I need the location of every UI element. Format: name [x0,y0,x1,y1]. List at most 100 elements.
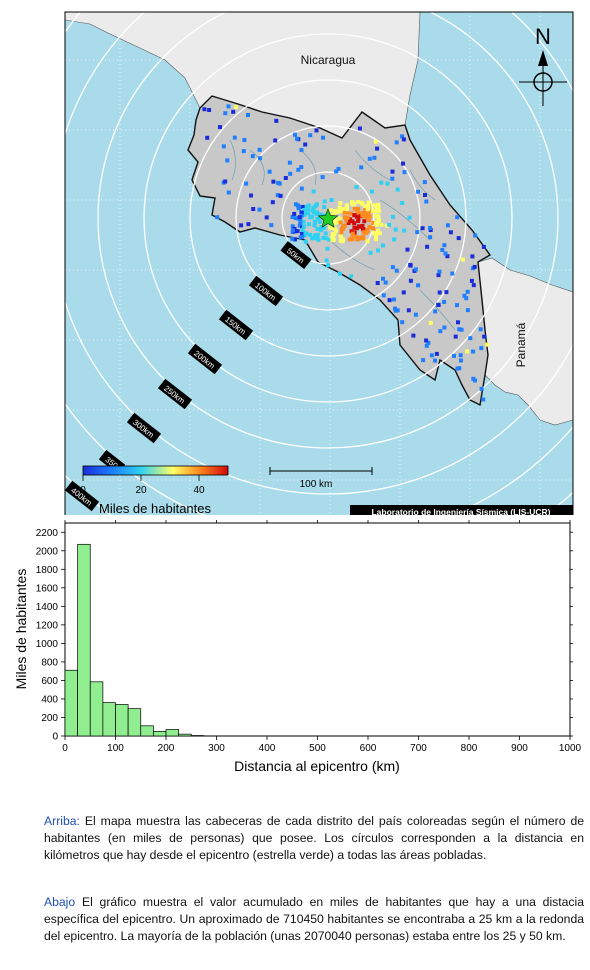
population-dot [244,181,249,186]
population-dot [442,243,447,248]
population-dot [436,273,441,278]
population-dot [231,109,236,114]
population-dot [366,214,371,219]
population-dot [334,169,339,174]
population-dot [347,211,352,216]
caption-bottom-text: El gráfico muestra el valor acumulado en… [44,895,584,943]
population-dot [223,179,228,184]
population-dot [394,140,399,145]
population-dot [437,269,442,274]
population-dot [322,205,327,209]
population-dot [373,221,378,226]
population-dot [381,276,385,281]
histogram-bar [102,702,116,737]
histogram-bar [127,708,142,737]
population-dot [350,235,355,240]
population-dot [374,231,379,236]
population-dot [350,231,355,236]
population-dot [349,274,353,279]
y-tick-label: 1200 [36,620,59,631]
population-dot [270,200,275,205]
x-tick-label: 700 [410,743,427,754]
population-dot [296,206,301,211]
y-tick-label: 1000 [36,639,59,650]
population-dot [395,308,400,313]
population-dot [346,221,351,225]
y-tick-label: 200 [41,713,58,724]
population-dot [313,236,318,241]
population-dot [299,148,304,152]
population-dot [357,211,362,216]
x-tick-label: 1000 [559,743,582,754]
population-dot [471,283,476,288]
population-dot [408,263,413,268]
population-dot [369,189,374,194]
x-tick-label: 200 [158,743,175,754]
population-dot [296,167,301,172]
population-dot [393,227,398,232]
histogram-bar [140,725,154,737]
population-dot [348,217,352,222]
population-dot [371,231,376,236]
population-dot [239,223,244,228]
population-dot [363,207,368,212]
population-dot [264,215,269,220]
population-dot [366,200,371,205]
population-dot [232,135,237,140]
population-dot [327,237,332,242]
population-dot [332,209,337,213]
colorbar-tick-40: 40 [193,485,205,496]
population-dot [365,239,370,244]
population-dot [392,237,397,242]
population-dot [400,201,405,205]
population-dot [416,189,421,194]
population-dot [445,254,450,259]
population-dot [472,264,477,269]
population-dot [379,222,384,227]
population-dot [226,190,231,195]
population-dot [383,280,388,285]
population-dot [424,199,429,204]
population-dot [302,224,307,229]
population-dot [359,224,364,229]
histogram-bar [178,733,192,737]
population-dot [402,228,407,233]
population-dot [233,105,238,110]
population-dot [465,349,470,354]
population-dot [485,342,490,347]
population-dot [372,155,377,160]
population-dot [406,308,411,313]
population-dot [339,226,344,231]
population-dot [401,161,405,166]
population-dot [275,193,280,198]
population-dot [459,327,464,332]
population-dot [273,138,278,143]
population-dot [271,179,276,184]
population-dot [319,225,324,229]
population-dot [202,107,207,112]
population-dot [370,226,375,230]
population-dot [362,219,367,224]
population-dot [376,202,381,207]
population-dot [312,223,317,228]
histogram-bar [89,681,104,737]
caption-top-text: El mapa muestra las cabeceras de cada di… [44,814,584,862]
population-dot [361,227,366,232]
population-dot [295,136,299,141]
population-dot [361,230,366,235]
population-dot [355,209,360,214]
population-dot [376,205,381,210]
population-dot [390,265,395,270]
population-dot [357,236,362,241]
colorbar-tick-20: 20 [135,485,147,496]
population-dot [345,215,350,220]
population-dot [440,248,445,252]
population-dot [433,358,437,363]
population-dot [301,204,305,209]
population-dot [338,271,342,276]
population-dot [355,237,360,242]
population-dot [291,228,295,233]
population-dot [298,221,303,226]
population-dot [459,358,463,363]
caption-top: Arriba: El mapa muestra las cabeceras de… [44,813,584,864]
